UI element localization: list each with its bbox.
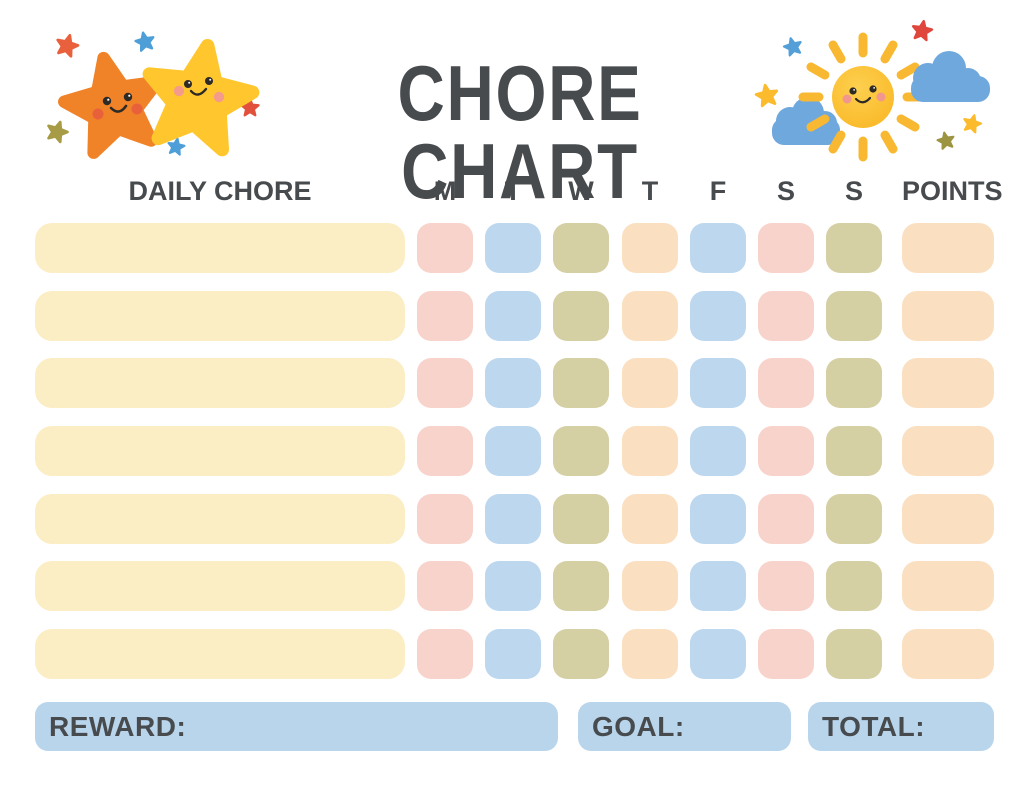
footer: REWARD: GOAL: TOTAL: xyxy=(35,702,994,752)
day-cell[interactable] xyxy=(758,223,814,273)
day-cell[interactable] xyxy=(758,561,814,612)
goal-box[interactable]: GOAL: xyxy=(578,702,791,751)
day-cell[interactable] xyxy=(553,561,609,612)
day-cell[interactable] xyxy=(553,358,609,409)
chore-row xyxy=(35,223,994,273)
day-cell[interactable] xyxy=(417,290,473,341)
day-cell[interactable] xyxy=(622,561,678,612)
chore-row xyxy=(35,561,994,612)
chore-row xyxy=(35,426,994,477)
day-cell[interactable] xyxy=(826,493,882,544)
day-header: S xyxy=(776,176,795,206)
points-cell[interactable] xyxy=(902,290,994,341)
day-cell[interactable] xyxy=(417,493,473,544)
total-box[interactable]: TOTAL: xyxy=(808,702,994,751)
day-cell[interactable] xyxy=(758,290,814,341)
day-cell[interactable] xyxy=(485,223,541,273)
chore-name-cell[interactable] xyxy=(35,223,405,273)
chore-name-cell[interactable] xyxy=(35,426,405,477)
day-cell[interactable] xyxy=(758,358,814,409)
day-cell[interactable] xyxy=(690,629,746,680)
points-cell[interactable] xyxy=(902,629,994,680)
day-cell[interactable] xyxy=(690,561,746,612)
day-cell[interactable] xyxy=(553,426,609,477)
day-cell[interactable] xyxy=(826,223,882,273)
daily-chore-header: DAILY CHORE xyxy=(128,176,312,206)
cloud-icon xyxy=(911,51,990,102)
day-cell[interactable] xyxy=(758,629,814,680)
chore-name-cell[interactable] xyxy=(35,629,405,680)
chore-name-cell[interactable] xyxy=(35,290,405,341)
day-header: T xyxy=(641,176,659,206)
day-cell[interactable] xyxy=(690,223,746,273)
day-header: M xyxy=(433,176,457,206)
day-cell[interactable] xyxy=(826,358,882,409)
cloud-icon xyxy=(772,97,840,145)
day-cell[interactable] xyxy=(553,493,609,544)
day-cell[interactable] xyxy=(485,629,541,680)
day-header: W xyxy=(568,176,594,206)
day-cell[interactable] xyxy=(485,426,541,477)
reward-box[interactable]: REWARD: xyxy=(35,702,558,751)
chore-row xyxy=(35,629,994,680)
day-cell[interactable] xyxy=(485,493,541,544)
day-cell[interactable] xyxy=(758,426,814,477)
points-cell[interactable] xyxy=(902,561,994,612)
day-cell[interactable] xyxy=(417,629,473,680)
day-cell[interactable] xyxy=(690,493,746,544)
day-cell[interactable] xyxy=(622,290,678,341)
day-cell[interactable] xyxy=(485,290,541,341)
points-cell[interactable] xyxy=(902,493,994,544)
chore-row xyxy=(35,493,994,544)
day-cell[interactable] xyxy=(622,426,678,477)
total-label: TOTAL: xyxy=(822,711,926,742)
points-cell[interactable] xyxy=(902,358,994,409)
yellow-star-icon xyxy=(139,37,259,153)
stars-decoration-icon xyxy=(40,22,275,172)
day-cell[interactable] xyxy=(826,290,882,341)
day-cell[interactable] xyxy=(826,426,882,477)
day-cell[interactable] xyxy=(622,493,678,544)
day-header: S xyxy=(844,176,863,206)
day-cell[interactable] xyxy=(417,561,473,612)
points-header: POINTS xyxy=(902,176,1003,206)
day-header: T xyxy=(504,176,522,206)
day-cell[interactable] xyxy=(553,629,609,680)
day-cell[interactable] xyxy=(690,358,746,409)
orange-star-icon xyxy=(57,48,169,156)
day-cell[interactable] xyxy=(553,290,609,341)
day-cell[interactable] xyxy=(758,493,814,544)
sun-clouds-decoration-icon xyxy=(735,14,990,162)
chore-row xyxy=(35,290,994,341)
day-cell[interactable] xyxy=(826,561,882,612)
day-cell[interactable] xyxy=(553,223,609,273)
day-cell[interactable] xyxy=(417,426,473,477)
points-cell[interactable] xyxy=(902,223,994,273)
day-header: F xyxy=(709,176,727,206)
day-cell[interactable] xyxy=(622,223,678,273)
day-cell[interactable] xyxy=(417,223,473,273)
chore-row xyxy=(35,358,994,409)
goal-label: GOAL: xyxy=(592,711,685,742)
points-cell[interactable] xyxy=(902,426,994,477)
day-cell[interactable] xyxy=(690,426,746,477)
page-title: CHORE CHART xyxy=(397,49,643,215)
table-header: DAILY CHORE M T W T F S S POINTS xyxy=(35,176,1003,206)
chore-table xyxy=(35,223,994,697)
chore-name-cell[interactable] xyxy=(35,561,405,612)
day-cell[interactable] xyxy=(826,629,882,680)
day-cell[interactable] xyxy=(622,629,678,680)
day-cell[interactable] xyxy=(690,290,746,341)
reward-label: REWARD: xyxy=(49,711,187,742)
chore-name-cell[interactable] xyxy=(35,493,405,544)
day-cell[interactable] xyxy=(485,358,541,409)
day-cell[interactable] xyxy=(622,358,678,409)
day-cell[interactable] xyxy=(485,561,541,612)
chore-name-cell[interactable] xyxy=(35,358,405,409)
day-cell[interactable] xyxy=(417,358,473,409)
